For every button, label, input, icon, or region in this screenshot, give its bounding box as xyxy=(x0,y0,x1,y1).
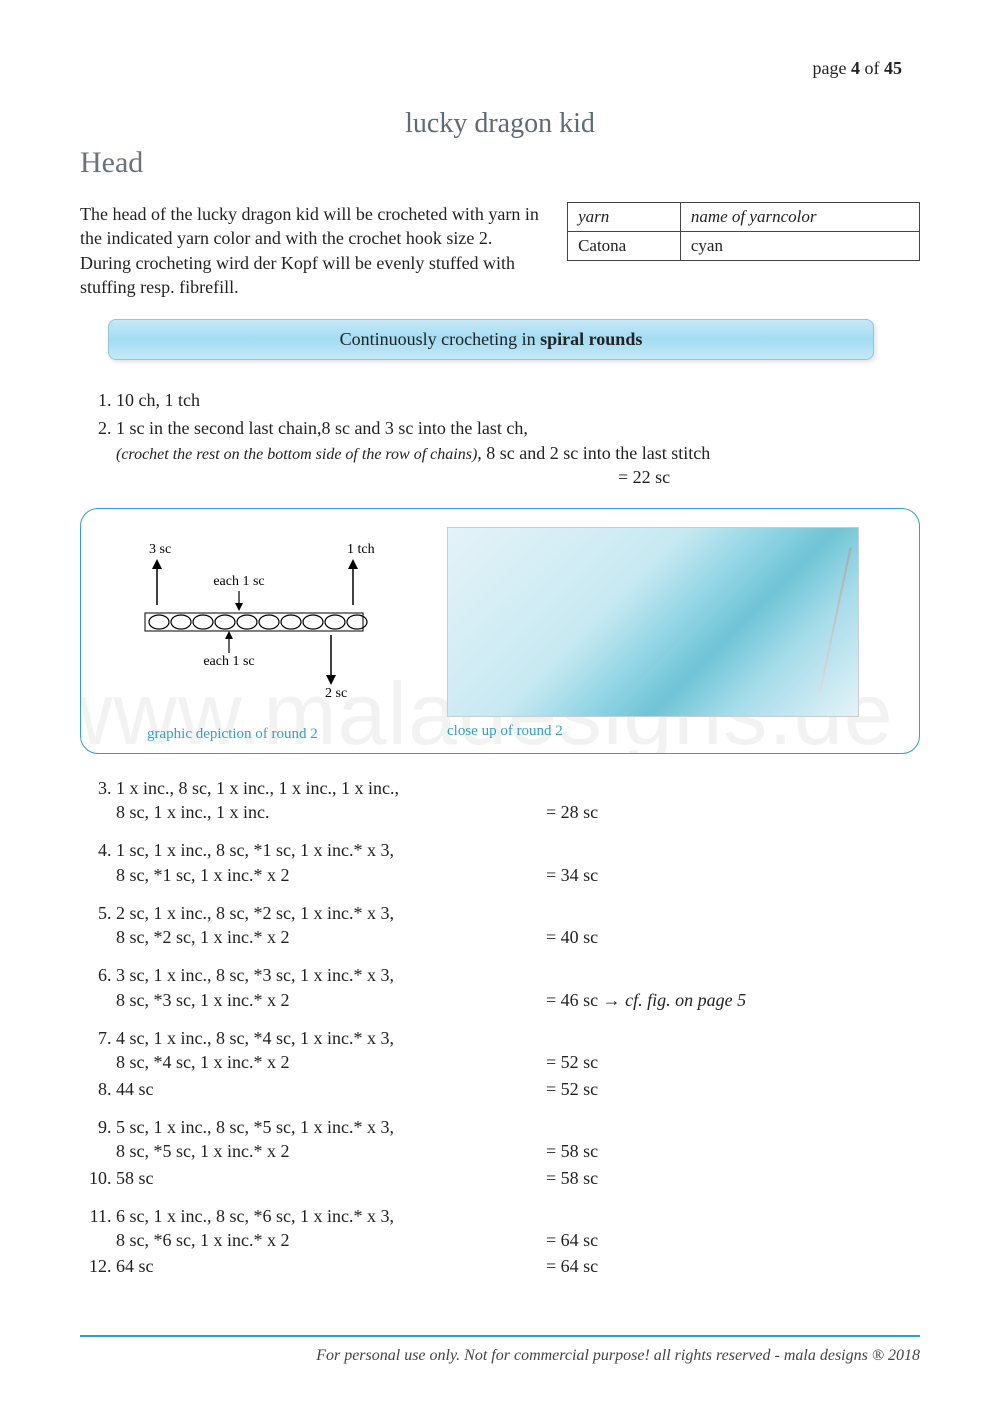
step-10a: 58 sc xyxy=(116,1166,546,1190)
page-total: 45 xyxy=(884,58,902,78)
step-9a: 5 sc, 1 x inc., 8 sc, *5 sc, 1 x inc.* x… xyxy=(116,1115,920,1139)
step-8a: 44 sc xyxy=(116,1077,546,1101)
step-5a: 2 sc, 1 x inc., 8 sc, *2 sc, 1 x inc.* x… xyxy=(116,901,920,925)
step-5b: 8 sc, *2 sc, 1 x inc.* x 2 xyxy=(116,925,546,949)
step-9-result: = 58 sc xyxy=(546,1139,920,1163)
footer-rule xyxy=(80,1335,920,1337)
diagram-right: close up of round 2 xyxy=(447,527,867,743)
step-5-result: = 40 sc xyxy=(546,925,920,949)
step-4a: 1 sc, 1 x inc., 8 sc, *1 sc, 1 x inc.* x… xyxy=(116,838,920,862)
diagram-caption-right: close up of round 2 xyxy=(447,723,867,740)
table-row: yarn name of yarncolor xyxy=(568,203,920,232)
page: page 4 of 45 lucky dragon kid Head The h… xyxy=(0,0,1000,1413)
step-12: 64 sc= 64 sc xyxy=(116,1254,920,1278)
step-7-result: = 52 sc xyxy=(546,1050,920,1074)
step-8: 44 sc= 52 sc xyxy=(116,1077,920,1101)
step-11-result: = 64 sc xyxy=(546,1228,920,1252)
step-8-result: = 52 sc xyxy=(546,1077,920,1101)
label-2sc: 2 sc xyxy=(325,686,347,701)
step-3a: 1 x inc., 8 sc, 1 x inc., 1 x inc., 1 x … xyxy=(116,776,920,800)
step-4: 1 sc, 1 x inc., 8 sc, *1 sc, 1 x inc.* x… xyxy=(116,838,920,887)
step-2: 1 sc in the second last chain,8 sc and 3… xyxy=(116,416,920,489)
intro-row: The head of the lucky dragon kid will be… xyxy=(80,202,920,299)
page-prefix: page xyxy=(813,58,851,78)
step-3b: 8 sc, 1 x inc., 1 x inc. xyxy=(116,800,546,824)
step-11a: 6 sc, 1 x inc., 8 sc, *6 sc, 1 x inc.* x… xyxy=(116,1204,920,1228)
step-6-ref: cf. fig. on page 5 xyxy=(625,990,746,1010)
yarn-cell-2: cyan xyxy=(680,232,919,261)
diagram-left: 3 sc 1 tch each 1 sc each 1 sc 2 sc xyxy=(99,527,439,743)
step-3-result: = 28 sc xyxy=(546,800,920,824)
spiral-rounds-banner: Continuously crocheting in spiral rounds xyxy=(108,319,874,360)
step-7: 4 sc, 1 x inc., 8 sc, *4 sc, 1 x inc.* x… xyxy=(116,1026,920,1075)
step-6a: 3 sc, 1 x inc., 8 sc, *3 sc, 1 x inc.* x… xyxy=(116,963,920,987)
banner-text-a: Continuously crocheting in xyxy=(340,329,540,349)
banner-text-b: spiral rounds xyxy=(540,329,642,349)
label-1tch: 1 tch xyxy=(347,542,375,557)
section-heading: Head xyxy=(80,146,920,180)
photo-closeup xyxy=(447,527,859,717)
steps-list-2: 1 x inc., 8 sc, 1 x inc., 1 x inc., 1 x … xyxy=(92,776,920,1279)
step-11: 6 sc, 1 x inc., 8 sc, *6 sc, 1 x inc.* x… xyxy=(116,1204,920,1253)
page-number: page 4 of 45 xyxy=(813,58,902,79)
yarn-header-2: name of yarncolor xyxy=(680,203,919,232)
intro-text: The head of the lucky dragon kid will be… xyxy=(80,202,543,299)
step-6-result: = 46 sc → cf. fig. on page 5 xyxy=(546,988,920,1012)
step-7a: 4 sc, 1 x inc., 8 sc, *4 sc, 1 x inc.* x… xyxy=(116,1026,920,1050)
table-row: Catona cyan xyxy=(568,232,920,261)
step-2-result: = 22 sc xyxy=(618,465,920,489)
step-12-result: = 64 sc xyxy=(546,1254,920,1278)
document-title: lucky dragon kid xyxy=(80,108,920,140)
diagram-panel: www.maladesigns.de 3 sc 1 tch each 1 sc … xyxy=(80,508,920,754)
step-7b: 8 sc, *4 sc, 1 x inc.* x 2 xyxy=(116,1050,546,1074)
yarn-cell-1: Catona xyxy=(568,232,681,261)
footer-text: For personal use only. Not for commercia… xyxy=(316,1347,920,1365)
chain-diagram: 3 sc 1 tch each 1 sc each 1 sc 2 sc xyxy=(99,527,439,715)
step-3: 1 x inc., 8 sc, 1 x inc., 1 x inc., 1 x … xyxy=(116,776,920,825)
step-4b: 8 sc, *1 sc, 1 x inc.* x 2 xyxy=(116,863,546,887)
step-2-note: (crochet the rest on the bottom side of … xyxy=(116,446,477,463)
step-6b: 8 sc, *3 sc, 1 x inc.* x 2 xyxy=(116,988,546,1012)
step-2a: 1 sc in the second last chain,8 sc and 3… xyxy=(116,418,528,438)
step-4-result: = 34 sc xyxy=(546,863,920,887)
step-2c: , 8 sc and 2 sc into the last stitch xyxy=(477,443,710,463)
step-5: 2 sc, 1 x inc., 8 sc, *2 sc, 1 x inc.* x… xyxy=(116,901,920,950)
page-mid: of xyxy=(860,58,884,78)
step-9b: 8 sc, *5 sc, 1 x inc.* x 2 xyxy=(116,1139,546,1163)
step-11b: 8 sc, *6 sc, 1 x inc.* x 2 xyxy=(116,1228,546,1252)
label-each-bottom: each 1 sc xyxy=(203,654,254,669)
step-1: 10 ch, 1 tch xyxy=(116,388,920,412)
page-current: 4 xyxy=(851,58,860,78)
yarn-table: yarn name of yarncolor Catona cyan xyxy=(567,202,920,261)
step-10-result: = 58 sc xyxy=(546,1166,920,1190)
label-each-top: each 1 sc xyxy=(213,574,264,589)
label-3sc: 3 sc xyxy=(149,542,171,557)
step-12a: 64 sc xyxy=(116,1254,546,1278)
step-10: 58 sc= 58 sc xyxy=(116,1166,920,1190)
step-9: 5 sc, 1 x inc., 8 sc, *5 sc, 1 x inc.* x… xyxy=(116,1115,920,1164)
diagram-caption-left: graphic depiction of round 2 xyxy=(99,726,439,743)
step-6: 3 sc, 1 x inc., 8 sc, *3 sc, 1 x inc.* x… xyxy=(116,963,920,1012)
yarn-header-1: yarn xyxy=(568,203,681,232)
steps-list-1: 10 ch, 1 tch 1 sc in the second last cha… xyxy=(92,388,920,489)
